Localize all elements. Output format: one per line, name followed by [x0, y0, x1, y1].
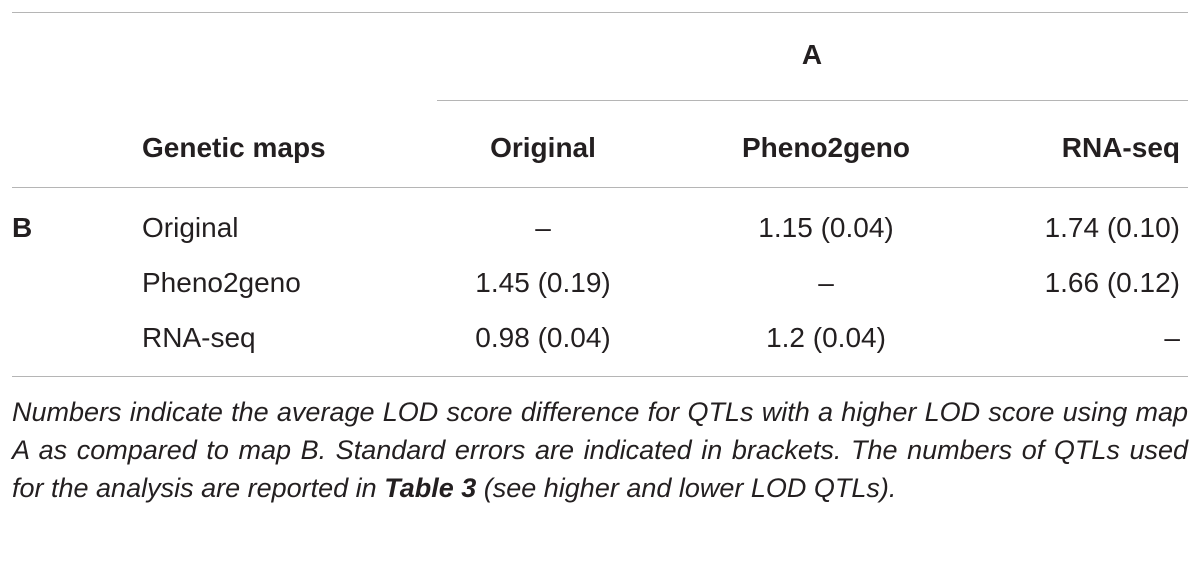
row-group-header: B	[12, 212, 33, 243]
table-cell: –	[1164, 322, 1180, 353]
table-cell: 1.2 (0.04)	[766, 322, 886, 353]
table-cell: –	[818, 267, 834, 298]
top-rule	[12, 12, 1188, 13]
group-rule	[437, 100, 1188, 101]
row-label: Original	[142, 212, 239, 243]
column-header: Pheno2geno	[741, 132, 911, 163]
column-header: Genetic maps	[142, 132, 326, 163]
footnote: Numbers indicate the average LOD score d…	[12, 393, 1188, 507]
table-cell: –	[535, 212, 551, 243]
table-cell: 0.98 (0.04)	[475, 322, 611, 353]
table-cell: 1.74 (0.10)	[1044, 212, 1180, 243]
table-cell: 1.15 (0.04)	[758, 212, 894, 243]
table-cell: 1.66 (0.12)	[1044, 267, 1180, 298]
table-cell: 1.45 (0.19)	[475, 267, 611, 298]
footnote-text: Numbers indicate the average LOD score d…	[12, 397, 1188, 503]
row-label: Pheno2geno	[142, 267, 301, 298]
bottom-rule	[12, 376, 1188, 377]
group-header: A	[801, 39, 823, 70]
header-rule	[12, 187, 1188, 188]
footnote-text: (see higher and lower LOD QTLs).	[476, 473, 897, 503]
column-header: Original	[490, 132, 596, 163]
row-label: RNA-seq	[142, 322, 256, 353]
table-reference: Table 3	[384, 473, 477, 503]
column-header: RNA-seq	[1061, 132, 1180, 163]
